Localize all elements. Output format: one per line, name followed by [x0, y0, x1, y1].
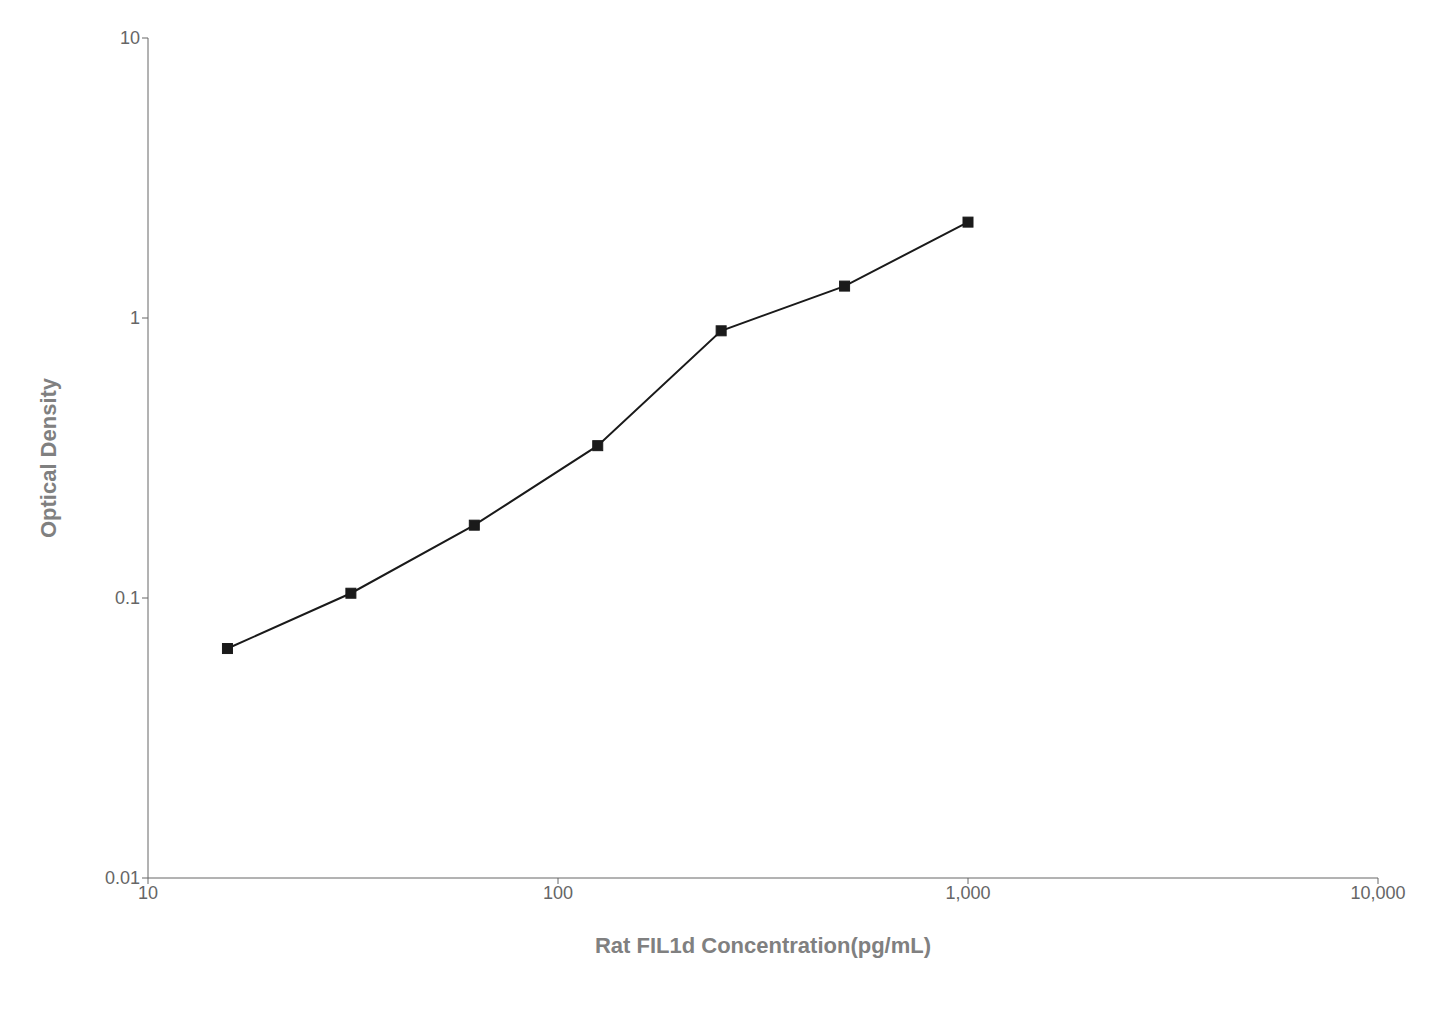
svg-text:Rat FIL1d Concentration(pg/mL): Rat FIL1d Concentration(pg/mL) — [595, 933, 931, 958]
svg-text:100: 100 — [543, 883, 573, 903]
svg-text:1: 1 — [130, 308, 140, 328]
svg-text:0.1: 0.1 — [115, 588, 140, 608]
svg-text:10: 10 — [138, 883, 158, 903]
svg-text:Optical Density: Optical Density — [36, 377, 61, 538]
svg-text:0.01: 0.01 — [105, 868, 140, 888]
svg-text:10,000: 10,000 — [1350, 883, 1405, 903]
svg-text:10: 10 — [120, 28, 140, 48]
svg-text:1,000: 1,000 — [945, 883, 990, 903]
